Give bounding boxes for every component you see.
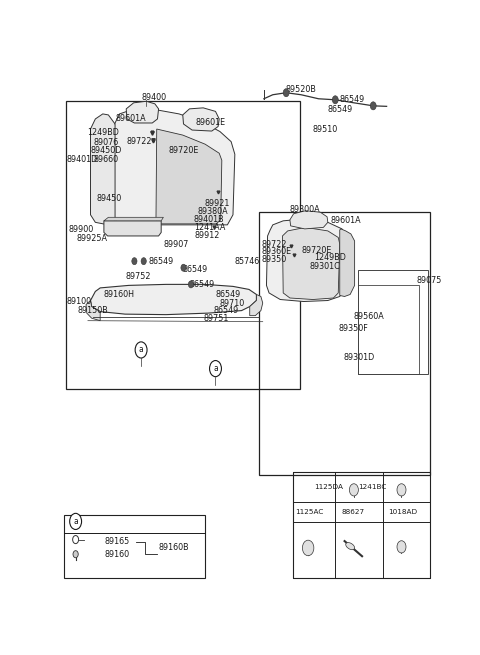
Text: 1249BD: 1249BD [314,253,346,262]
Polygon shape [282,227,340,299]
Polygon shape [104,221,161,236]
Text: 89907: 89907 [163,240,189,248]
Text: 89160: 89160 [105,550,130,559]
Text: 89560A: 89560A [353,312,384,321]
Circle shape [188,281,193,288]
Bar [292,472,430,578]
Text: 86549: 86549 [148,257,174,266]
Text: 89401B: 89401B [193,215,224,224]
Circle shape [210,360,221,377]
Circle shape [332,96,338,104]
Text: 89925A: 89925A [77,234,108,243]
Text: 1125AC: 1125AC [295,510,324,515]
Text: 89912: 89912 [195,231,220,240]
Text: 1125DA: 1125DA [314,484,343,490]
Text: 89301D: 89301D [344,352,375,362]
Text: 89350: 89350 [262,255,287,264]
Text: 89401D: 89401D [67,155,98,164]
Polygon shape [183,108,219,131]
Text: 89301C: 89301C [310,262,341,271]
Circle shape [70,514,82,529]
Text: 86549: 86549 [190,280,215,289]
Circle shape [73,551,78,558]
Bar [358,286,419,373]
Text: 89150B: 89150B [78,306,108,315]
Circle shape [370,102,376,110]
Polygon shape [156,129,222,224]
Text: 86549: 86549 [328,105,353,115]
Text: a: a [213,364,218,373]
Text: 89601E: 89601E [196,119,226,128]
Polygon shape [91,284,256,314]
Polygon shape [104,217,163,221]
Ellipse shape [346,542,355,550]
Text: 89900: 89900 [68,225,94,234]
Text: 1018AD: 1018AD [388,510,417,515]
Text: 89076: 89076 [94,138,119,147]
Circle shape [349,484,359,496]
Text: 89100: 89100 [67,297,92,306]
Text: 89450: 89450 [96,194,122,203]
Text: 86549: 86549 [339,95,364,104]
Bar [259,212,430,474]
Text: 86549: 86549 [213,306,239,315]
Polygon shape [115,109,235,225]
Polygon shape [266,219,346,301]
Circle shape [141,257,146,265]
Text: 89601A: 89601A [115,115,146,123]
Polygon shape [86,301,100,321]
Circle shape [132,257,137,265]
Circle shape [135,342,147,358]
Text: 89710: 89710 [219,299,244,308]
Polygon shape [340,229,355,297]
Text: 89752: 89752 [125,272,151,281]
Bar [358,271,428,373]
Text: 89510: 89510 [313,124,338,134]
Text: 1249BD: 1249BD [87,128,119,137]
Text: 1241AA: 1241AA [194,223,225,233]
Bar [64,515,205,578]
Text: 89400: 89400 [142,93,167,102]
Text: 85746: 85746 [234,257,259,266]
Text: 89660: 89660 [94,155,119,164]
Polygon shape [290,211,328,229]
Polygon shape [126,102,158,123]
Text: 89360E: 89360E [262,246,292,255]
Text: 89160B: 89160B [158,543,189,552]
Text: 88627: 88627 [342,510,365,515]
Text: 89300A: 89300A [290,205,321,214]
Text: 89722: 89722 [126,137,152,145]
Text: 89380A: 89380A [198,207,228,216]
Text: 86549: 86549 [216,290,241,299]
Text: a: a [139,345,144,354]
Text: 89751: 89751 [203,314,228,323]
Text: 89722: 89722 [262,240,287,248]
Text: 89520B: 89520B [285,85,316,94]
Bar [66,102,300,389]
Text: 89350F: 89350F [338,324,368,333]
Circle shape [302,540,314,555]
Circle shape [181,264,186,271]
Text: 89601A: 89601A [331,216,361,225]
Text: 89921: 89921 [204,199,230,208]
Text: 86549: 86549 [182,265,207,274]
Circle shape [397,484,406,496]
Polygon shape [250,295,263,316]
Text: 89450D: 89450D [91,145,122,155]
Polygon shape [91,114,122,225]
Text: 1241BC: 1241BC [359,484,387,490]
Text: 89075: 89075 [416,276,442,285]
Circle shape [283,88,289,97]
Text: 89720E: 89720E [168,145,199,155]
Text: 89160H: 89160H [104,290,135,299]
Text: 89720E: 89720E [302,246,332,255]
Text: 89165: 89165 [105,537,130,546]
Text: a: a [73,517,78,526]
Circle shape [397,541,406,553]
